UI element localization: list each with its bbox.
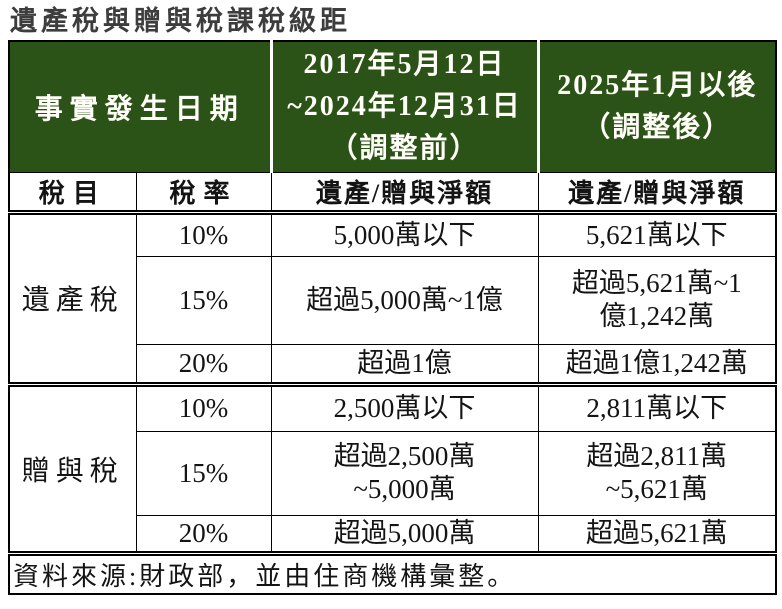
subheader-net-after: 遺產/贈與淨額 — [537, 171, 777, 215]
header-period-before: 2017年5月12日 ~2024年12月31日 （調整前） — [269, 40, 539, 173]
cell-amount-before: 超過5,000萬 — [270, 514, 539, 554]
cell-rate: 20% — [135, 514, 272, 554]
cell-rate: 10% — [135, 211, 272, 257]
table-row: 20% 超過5,000萬 超過5,621萬 — [9, 514, 777, 554]
cell-amount-after: 5,621萬以下 — [537, 211, 777, 257]
cell-amount-before: 超過2,500萬 ~5,000萬 — [270, 430, 539, 516]
table-row: 贈與稅 10% 2,500萬以下 2,811萬以下 — [8, 381, 777, 554]
source-note: 資料來源:財政部，並由住商機構彙整。 — [8, 550, 777, 595]
table-row: 20% 超過1億 超過1億1,242萬 — [9, 343, 777, 385]
table-footer-row: 資料來源:財政部，並由住商機構彙整。 — [8, 550, 777, 595]
cell-amount-before: 超過1億 — [270, 343, 539, 385]
cell-amount-before: 超過5,000萬~1億 — [270, 255, 539, 345]
subheader-net-before: 遺產/贈與淨額 — [270, 171, 539, 215]
table-header-row: 事實發生日期 2017年5月12日 ~2024年12月31日 （調整前） 202… — [8, 40, 777, 173]
cell-rate: 15% — [135, 255, 272, 345]
table-row: 15% 超過5,000萬~1億 超過5,621萬~1 億1,242萬 — [9, 255, 777, 345]
cell-amount-before: 5,000萬以下 — [270, 211, 539, 257]
page-title: 遺產稅與贈與稅課稅級距 — [10, 6, 351, 36]
cell-amount-before: 2,500萬以下 — [270, 381, 539, 432]
cell-amount-after: 超過5,621萬~1 億1,242萬 — [537, 255, 777, 345]
section-label-gift-tax: 贈與稅 — [8, 381, 137, 554]
cell-amount-after: 超過2,811萬 ~5,621萬 — [537, 430, 777, 516]
cell-rate: 10% — [135, 381, 272, 432]
header-fact-date-label: 事實發生日期 — [8, 40, 272, 173]
section-label-estate-tax: 遺產稅 — [8, 211, 137, 385]
tax-bracket-table: 事實發生日期 2017年5月12日 ~2024年12月31日 （調整前） 202… — [8, 40, 778, 595]
subheader-tax-rate: 稅率 — [135, 171, 272, 215]
cell-rate: 15% — [135, 430, 272, 516]
cell-amount-after: 2,811萬以下 — [537, 381, 777, 432]
cell-rate: 20% — [135, 343, 272, 385]
subheader-tax-item: 稅目 — [8, 171, 137, 215]
table-row: 遺產稅 10% 5,000萬以下 5,621萬以下 — [8, 211, 777, 385]
cell-amount-after: 超過5,621萬 — [537, 514, 777, 554]
table-subheader-row: 稅目 稅率 遺產/贈與淨額 遺產/贈與淨額 — [8, 171, 777, 215]
table-row: 15% 超過2,500萬 ~5,000萬 超過2,811萬 ~5,621萬 — [9, 430, 777, 516]
cell-amount-after: 超過1億1,242萬 — [537, 343, 777, 385]
header-period-after: 2025年1月以後 （調整後） — [536, 40, 777, 173]
